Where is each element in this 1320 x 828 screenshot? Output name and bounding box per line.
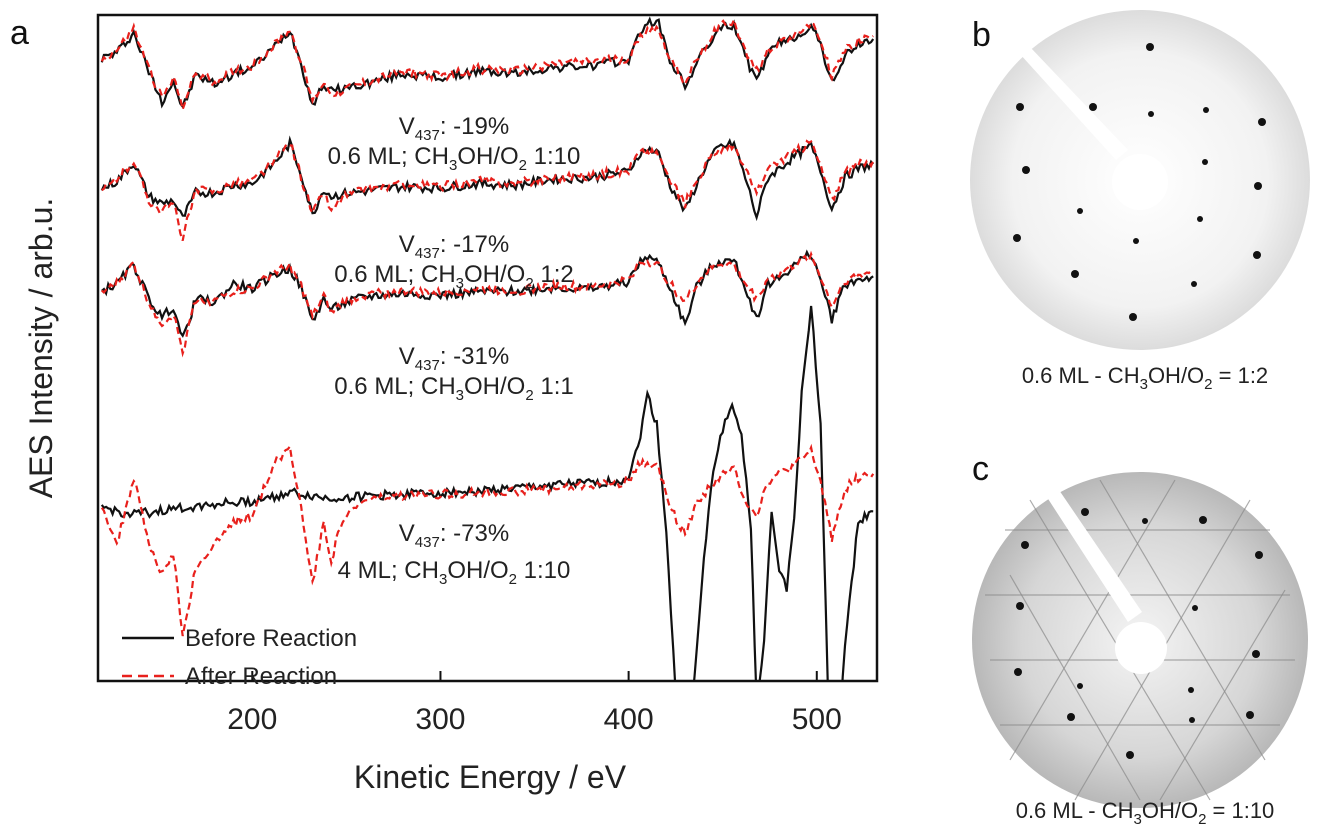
- leed-spots-b: [1013, 43, 1266, 321]
- leed-spot: [1142, 518, 1148, 524]
- legend: Before Reaction After Reaction: [122, 625, 357, 690]
- leed-spot: [1129, 313, 1137, 321]
- leed-spot: [1253, 251, 1261, 259]
- after-reaction-line: [100, 443, 875, 637]
- panel-label-a: a: [10, 14, 29, 52]
- leed-spots-c: [1014, 508, 1263, 759]
- reaction-condition-label: 0.6 ML; CH3OH/O2 1:2: [334, 261, 573, 292]
- leed-spot: [1077, 683, 1083, 689]
- plot-frame: [96, 13, 879, 683]
- leed-streaks-c: [985, 479, 1295, 801]
- leed-spot: [1202, 159, 1208, 165]
- reaction-condition-label: 0.6 ML; CH3OH/O2 1:10: [328, 143, 581, 174]
- leed-spot: [1013, 234, 1021, 242]
- x-tick-label: 200: [227, 703, 277, 736]
- spectrum-annotations: V437: -19%0.6 ML; CH3OH/O2 1:10 V437: -17…: [328, 113, 581, 588]
- leed-spot: [1246, 711, 1254, 719]
- leed-spot: [1146, 43, 1154, 51]
- leed-spot: [1191, 281, 1197, 287]
- beam-stop-c: [1115, 622, 1167, 674]
- vanadium-loss-label: V437: -19%: [399, 113, 509, 144]
- legend-label-before: Before Reaction: [185, 625, 357, 652]
- leed-spot: [1188, 687, 1194, 693]
- before-reaction-line: [100, 16, 875, 110]
- leed-streak: [1009, 574, 1141, 801]
- leed-spot: [1203, 107, 1209, 113]
- leed-spot: [1252, 650, 1260, 658]
- leed-pattern-b: [970, 10, 1310, 350]
- beam-stop-b: [1112, 154, 1168, 210]
- after-reaction-line: [101, 250, 874, 358]
- caption-c: 0.6 ML - CH3OH/O2 = 1:10: [1016, 798, 1275, 828]
- leed-spot: [1071, 270, 1079, 278]
- before-reaction-line: [100, 305, 874, 681]
- leed-spot: [1258, 118, 1266, 126]
- electron-gun-shadow-c: [1028, 462, 1142, 622]
- leed-spot: [1189, 717, 1195, 723]
- after-reaction-line: [101, 139, 875, 242]
- after-reaction-line: [100, 16, 874, 114]
- leed-spot: [1077, 208, 1083, 214]
- leed-spot: [1192, 605, 1198, 611]
- leed-spot: [1016, 602, 1024, 610]
- x-tick-label: 300: [415, 703, 465, 736]
- leed-spot: [1254, 182, 1262, 190]
- legend-label-after: After Reaction: [185, 663, 337, 690]
- aes-curves: [100, 16, 875, 681]
- vanadium-loss-label: V437: -17%: [399, 231, 509, 262]
- x-axis-ticks: 200 300 400 500: [227, 671, 842, 736]
- x-tick-label: 500: [792, 703, 842, 736]
- leed-spot: [1255, 551, 1263, 559]
- leed-pattern-c: [972, 462, 1308, 808]
- leed-spot: [1022, 166, 1030, 174]
- aes-chart: 200 300 400 500 V437: -19%0.6 ML; CH3OH/O2 …: [23, 13, 879, 795]
- leed-streak: [1159, 589, 1286, 801]
- leed-streak: [1009, 479, 1176, 761]
- leed-spot: [1016, 103, 1024, 111]
- leed-spot: [1021, 541, 1029, 549]
- panel-label-c: c: [972, 450, 989, 488]
- x-tick-label: 400: [604, 703, 654, 736]
- electron-gun-shadow-b: [1000, 26, 1128, 160]
- vanadium-loss-label: V437: -73%: [399, 520, 509, 551]
- before-reaction-line: [100, 135, 875, 222]
- leed-spot: [1089, 103, 1097, 111]
- leed-spot: [1133, 238, 1139, 244]
- leed-spot: [1067, 713, 1075, 721]
- y-axis-title: AES Intensity / arb.u.: [23, 198, 59, 499]
- leed-spot: [1148, 111, 1154, 117]
- leed-spot: [1126, 751, 1134, 759]
- reaction-condition-label: 0.6 ML; CH3OH/O2 1:1: [334, 373, 573, 404]
- caption-b: 0.6 ML - CH3OH/O2 = 1:2: [1022, 363, 1268, 393]
- leed-spot: [1197, 216, 1203, 222]
- leed-spot: [1199, 516, 1207, 524]
- reaction-condition-label: 4 ML; CH3OH/O2 1:10: [338, 557, 571, 588]
- leed-spot: [1081, 508, 1089, 516]
- panel-label-b: b: [972, 16, 991, 54]
- leed-spot: [1014, 668, 1022, 676]
- vanadium-loss-label: V437: -31%: [399, 343, 509, 374]
- x-axis-title: Kinetic Energy / eV: [354, 759, 627, 795]
- leed-streak: [1099, 479, 1266, 761]
